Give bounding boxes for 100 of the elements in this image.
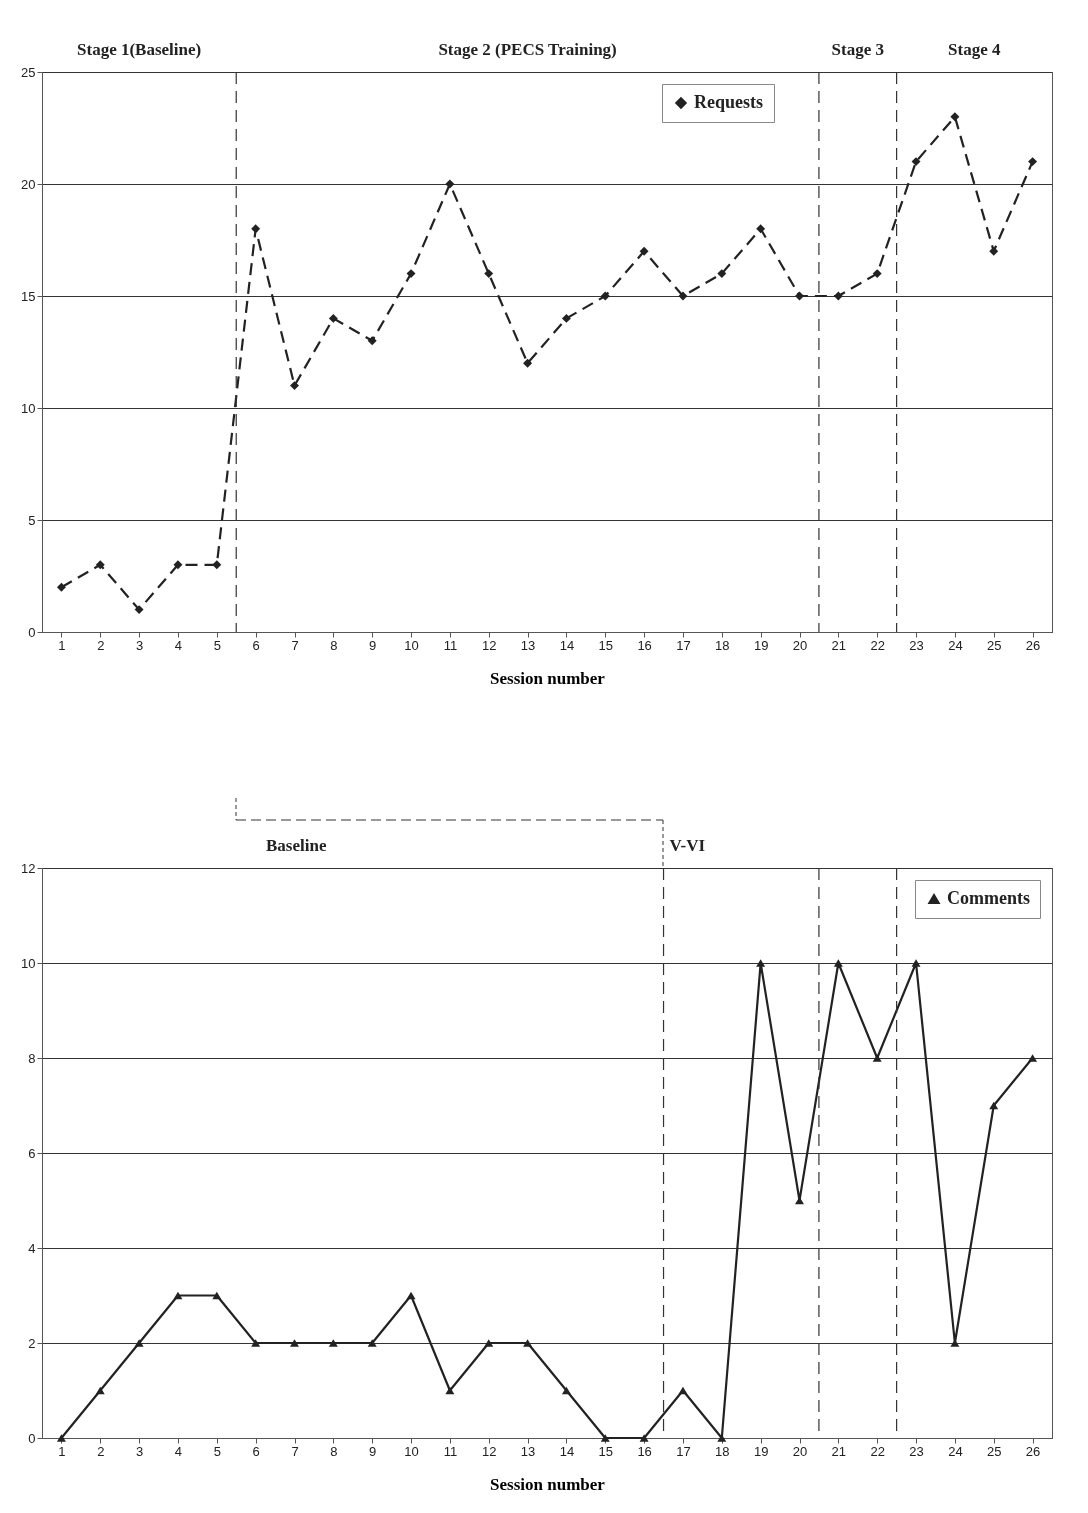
x-tick-label: 14 bbox=[559, 637, 575, 653]
point bbox=[173, 560, 183, 570]
x-tick-label: 5 bbox=[213, 637, 221, 653]
y-tick-label: 6 bbox=[28, 1145, 36, 1161]
point bbox=[1028, 1054, 1038, 1062]
text: Stage 2 (PECS Training) bbox=[438, 40, 617, 59]
point bbox=[406, 269, 416, 279]
x-tick-label: 12 bbox=[482, 1443, 497, 1459]
point bbox=[756, 959, 766, 967]
text: Stage 3 bbox=[831, 40, 884, 59]
x-tick-label: 9 bbox=[369, 1443, 377, 1459]
y-tick-label: 4 bbox=[28, 1240, 36, 1256]
y-tick-label: 10 bbox=[21, 955, 36, 971]
x-tick-label: 23 bbox=[909, 637, 924, 653]
x-axis-title: Session number bbox=[490, 668, 606, 688]
x-tick-label: 18 bbox=[715, 637, 730, 653]
x-tick-label: 11 bbox=[443, 637, 458, 653]
x-tick-label: 1 bbox=[58, 1443, 66, 1459]
x-tick-label: 17 bbox=[676, 637, 691, 653]
point bbox=[523, 358, 533, 368]
point bbox=[872, 1054, 882, 1062]
point bbox=[484, 269, 494, 279]
y-tick-label: 8 bbox=[28, 1050, 36, 1066]
point bbox=[367, 1339, 377, 1347]
x-tick-label: 7 bbox=[291, 1443, 299, 1459]
x-tick-label: 14 bbox=[559, 1443, 575, 1459]
text: Stage 4 bbox=[948, 40, 1002, 59]
x-tick-label: 26 bbox=[1025, 1443, 1041, 1459]
x-tick-label: 19 bbox=[753, 1443, 769, 1459]
x-tick-label: 16 bbox=[637, 637, 652, 653]
x-tick-label: 6 bbox=[252, 637, 260, 653]
text: Stage 1(Baseline) bbox=[77, 40, 202, 59]
point bbox=[251, 1339, 261, 1347]
x-tick-label: 8 bbox=[330, 1443, 338, 1459]
point bbox=[95, 560, 105, 570]
x-tick-label: 10 bbox=[404, 1443, 419, 1459]
point bbox=[1028, 157, 1038, 167]
point bbox=[989, 1101, 999, 1110]
x-tick-label: 18 bbox=[715, 1443, 730, 1459]
x-tick-label: 25 bbox=[987, 637, 1002, 653]
point bbox=[678, 291, 688, 301]
x-tick-label: 9 bbox=[369, 637, 377, 653]
x-tick-label: 22 bbox=[870, 637, 885, 653]
x-axis-title: Session number bbox=[490, 1474, 606, 1494]
point bbox=[950, 112, 960, 122]
x-tick-label: 17 bbox=[676, 1443, 691, 1459]
x-tick-label: 2 bbox=[97, 637, 105, 653]
y-tick-label: 25 bbox=[21, 64, 36, 80]
x-tick-label: 20 bbox=[792, 637, 808, 653]
x-tick-label: 21 bbox=[831, 1443, 847, 1459]
point bbox=[911, 157, 921, 167]
legend-label: Comments bbox=[947, 888, 1030, 908]
point bbox=[833, 959, 843, 967]
y-tick-label: 15 bbox=[21, 288, 36, 304]
point bbox=[872, 269, 882, 279]
point bbox=[717, 269, 727, 279]
point bbox=[56, 582, 66, 592]
x-tick-label: 10 bbox=[404, 637, 419, 653]
point bbox=[328, 313, 338, 323]
x-tick-label: 3 bbox=[136, 1443, 144, 1459]
x-tick-label: 20 bbox=[792, 1443, 808, 1459]
y-tick-label: 12 bbox=[21, 860, 36, 876]
point bbox=[989, 246, 999, 256]
x-tick-label: 2 bbox=[97, 1443, 105, 1459]
point bbox=[523, 1339, 533, 1347]
point bbox=[212, 560, 222, 570]
point bbox=[290, 381, 299, 391]
point bbox=[484, 1339, 494, 1347]
x-tick-label: 7 bbox=[291, 637, 299, 653]
point bbox=[134, 1339, 144, 1347]
point bbox=[911, 959, 921, 967]
point bbox=[251, 224, 261, 234]
point bbox=[328, 1339, 338, 1347]
point bbox=[56, 1434, 66, 1442]
y-tick-label: 20 bbox=[21, 176, 36, 192]
y-tick-label: 0 bbox=[28, 1430, 36, 1446]
x-tick-label: 21 bbox=[831, 637, 847, 653]
x-tick-label: 24 bbox=[948, 637, 963, 653]
point bbox=[639, 1434, 649, 1442]
x-tick-label: 23 bbox=[909, 1443, 924, 1459]
x-tick-label: 15 bbox=[598, 637, 613, 653]
point bbox=[561, 313, 571, 323]
x-tick-label: 3 bbox=[136, 637, 144, 653]
y-tick-label: 0 bbox=[28, 624, 36, 640]
x-tick-label: 24 bbox=[948, 1443, 963, 1459]
text: Baseline bbox=[266, 836, 327, 855]
point bbox=[756, 224, 766, 234]
x-tick-label: 6 bbox=[252, 1443, 260, 1459]
x-tick-label: 4 bbox=[174, 637, 183, 653]
point bbox=[639, 246, 649, 256]
x-tick-label: 8 bbox=[330, 637, 338, 653]
x-tick-label: 1 bbox=[58, 637, 66, 653]
legend-label: Requests bbox=[694, 92, 764, 112]
x-tick-label: 11 bbox=[443, 1443, 458, 1459]
point bbox=[134, 605, 144, 615]
x-tick-label: 19 bbox=[753, 637, 769, 653]
x-tick-label: 13 bbox=[520, 1443, 536, 1459]
x-tick-label: 26 bbox=[1025, 637, 1041, 653]
point bbox=[445, 179, 455, 189]
x-tick-label: 12 bbox=[482, 637, 497, 653]
